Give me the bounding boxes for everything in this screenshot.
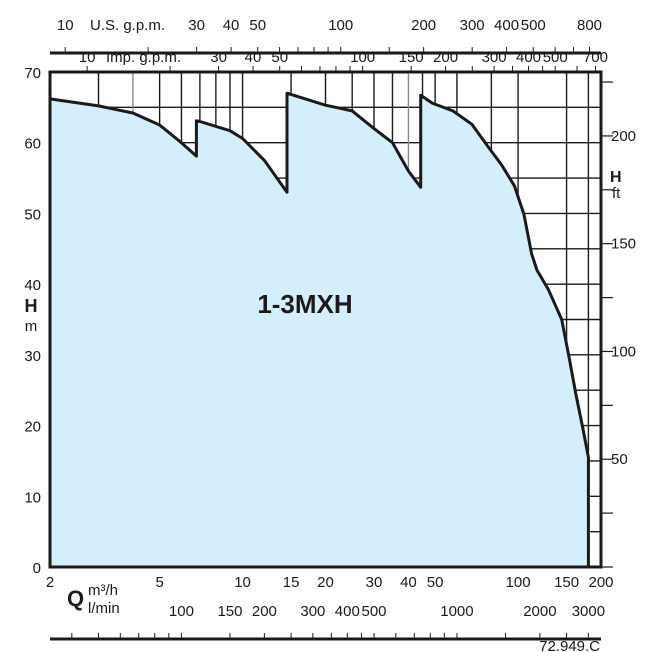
x-tick-label-lmin: 100 (169, 603, 194, 620)
x-axis-symbol: Q (67, 586, 84, 611)
x-tick-label-m3h: 100 (506, 574, 531, 591)
x-tick-label-m3h: 50 (427, 574, 444, 591)
imp-gpm-tick-label: 200 (433, 49, 458, 66)
x-tick-label-lmin: 300 (300, 603, 325, 620)
y-tick-label: 10 (24, 489, 41, 506)
imp-gpm-tick-label: 150 (399, 49, 424, 66)
x-tick-label-lmin: 2000 (523, 603, 556, 620)
x-tick-label-lmin: 1000 (440, 603, 473, 620)
x-tick-label-m3h: 2 (46, 574, 54, 591)
x-tick-label-lmin: 400 (335, 603, 360, 620)
x-tick-label-lmin: 200 (252, 603, 277, 620)
x-tick-label-lmin: 150 (217, 603, 242, 620)
x-axis-unit-m3h: m³/h (88, 582, 118, 599)
performance-area (50, 93, 589, 567)
plot-frame (48, 70, 603, 569)
imp-gpm-tick-label: 500 (543, 49, 568, 66)
y2-tick-label: 200 (611, 128, 636, 145)
us-gpm-label: U.S. g.p.m. (90, 17, 165, 34)
y-axis-symbol: H (25, 296, 38, 316)
us-gpm-tick-label: 40 (223, 17, 240, 34)
imp-gpm-tick-label: 10 (79, 49, 96, 66)
y-tick-label: 70 (24, 65, 41, 82)
y-axis-unit: m (25, 318, 38, 335)
y2-tick-label: 150 (611, 236, 636, 253)
us-gpm-tick-label: 300 (460, 17, 485, 34)
imp-gpm-tick-label: 100 (350, 49, 375, 66)
us-gpm-tick-label: 30 (188, 17, 205, 34)
figure-code: 72.949.C (539, 638, 600, 652)
imp-gpm-tick-label: 300 (482, 49, 507, 66)
us-gpm-tick-label: 200 (411, 17, 436, 34)
x-tick-label-m3h: 40 (400, 574, 417, 591)
x-tick-label-m3h: 15 (283, 574, 300, 591)
x-tick-label-m3h: 150 (554, 574, 579, 591)
imp-gpm-tick-label: 50 (271, 49, 288, 66)
y-tick-label: 0 (33, 560, 41, 577)
imp-gpm-tick-label: 40 (245, 49, 262, 66)
y-tick-label: 20 (24, 419, 41, 436)
x-tick-label-m3h: 10 (234, 574, 251, 591)
us-gpm-tick-label: 50 (249, 17, 266, 34)
chart-title: 1-3MXH (257, 289, 352, 319)
x-tick-label-lmin: 3000 (572, 603, 605, 620)
x-axis-unit-lmin: l/min (88, 600, 120, 617)
us-gpm-tick-label: 800 (577, 17, 602, 34)
us-gpm-tick-label: 10 (57, 17, 74, 34)
performance-curve (49, 91, 590, 567)
us-gpm-tick-label: 500 (521, 17, 546, 34)
imp-gpm-label: Imp. g.p.m. (106, 49, 181, 66)
x-tick-label-m3h: 20 (317, 574, 334, 591)
x-tick-label-m3h: 30 (366, 574, 383, 591)
us-gpm-tick-label: 400 (494, 17, 519, 34)
y-tick-label: 30 (24, 348, 41, 365)
y2-axis-symbol: H (610, 169, 622, 186)
y-tick-label: 60 (24, 136, 41, 153)
y2-axis-unit: ft (612, 185, 621, 202)
imp-gpm-tick-label: 400 (516, 49, 541, 66)
y2-tick-label: 50 (611, 451, 628, 468)
x-tick-label-m3h: 5 (155, 574, 163, 591)
y2-tick-label: 100 (611, 343, 636, 360)
x-tick-label-m3h: 200 (588, 574, 613, 591)
y-tick-label: 50 (24, 206, 41, 223)
y-tick-label: 40 (24, 277, 41, 294)
imp-gpm-tick-label: 30 (210, 49, 227, 66)
imp-gpm-tick-label: 700 (583, 49, 608, 66)
us-gpm-tick-label: 100 (328, 17, 353, 34)
x-tick-label-lmin: 500 (361, 603, 386, 620)
